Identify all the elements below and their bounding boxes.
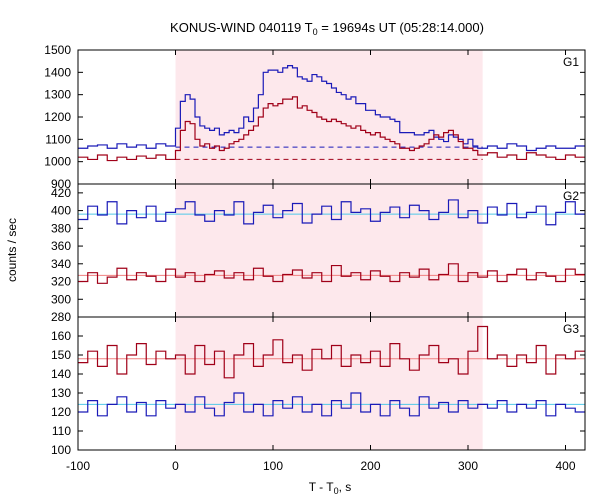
g2-ytick-label: 280 [51,310,71,324]
g1-ytick-label: 1200 [44,110,71,124]
g2-ytick-label: 300 [51,292,71,306]
g3-series-red [78,325,585,379]
g3-series-blue [78,392,585,417]
y-axis-label: counts / sec [5,218,19,282]
xtick-label: -100 [66,459,90,473]
g1-ytick-label: 900 [51,177,71,191]
figure-title: KONUS-WIND 040119 T0 = 19694s UT (05:28:… [170,20,484,37]
g1-ytick-label: 1500 [44,43,71,57]
xtick-label: 300 [458,459,478,473]
g1-ytick-label: 1100 [45,132,71,146]
g1-series-red [78,96,585,162]
xtick-label: 100 [263,459,283,473]
g3-ytick-label: 110 [52,424,71,438]
g2-panel-label: G2 [563,189,579,203]
g2-ytick-label: 420 [51,186,71,200]
g2-ytick-label: 340 [51,257,71,271]
xtick-label: 400 [555,459,575,473]
g1-ytick-label: 1400 [44,65,71,79]
x-axis-label: T - T0, s [309,480,352,496]
g3-ytick-label: 160 [51,329,71,343]
g2-ytick-label: 400 [51,204,71,218]
xtick-label: 0 [172,459,179,473]
g3-ytick-label: 120 [51,405,71,419]
g3-ytick-label: 150 [51,348,71,362]
g3-panel-frame [77,316,586,451]
g2-ytick-label: 380 [51,221,71,235]
burst-interval-shading [175,50,483,450]
g2-series-red [78,263,585,284]
plot-area: 900100011001200130014001500G128030032034… [44,43,586,473]
g2-series-blue [78,199,585,226]
xtick-label: 200 [360,459,380,473]
g3-panel-label: G3 [563,322,579,336]
g1-ytick-label: 1300 [44,88,71,102]
g1-ytick-label: 1000 [44,155,71,169]
g3-ytick-label: 130 [51,386,71,400]
g2-ytick-label: 320 [51,275,71,289]
g2-ytick-label: 360 [51,239,71,253]
g3-ytick-label: 100 [51,443,71,457]
g3-ytick-label: 140 [51,367,71,381]
g1-panel-label: G1 [563,55,579,69]
